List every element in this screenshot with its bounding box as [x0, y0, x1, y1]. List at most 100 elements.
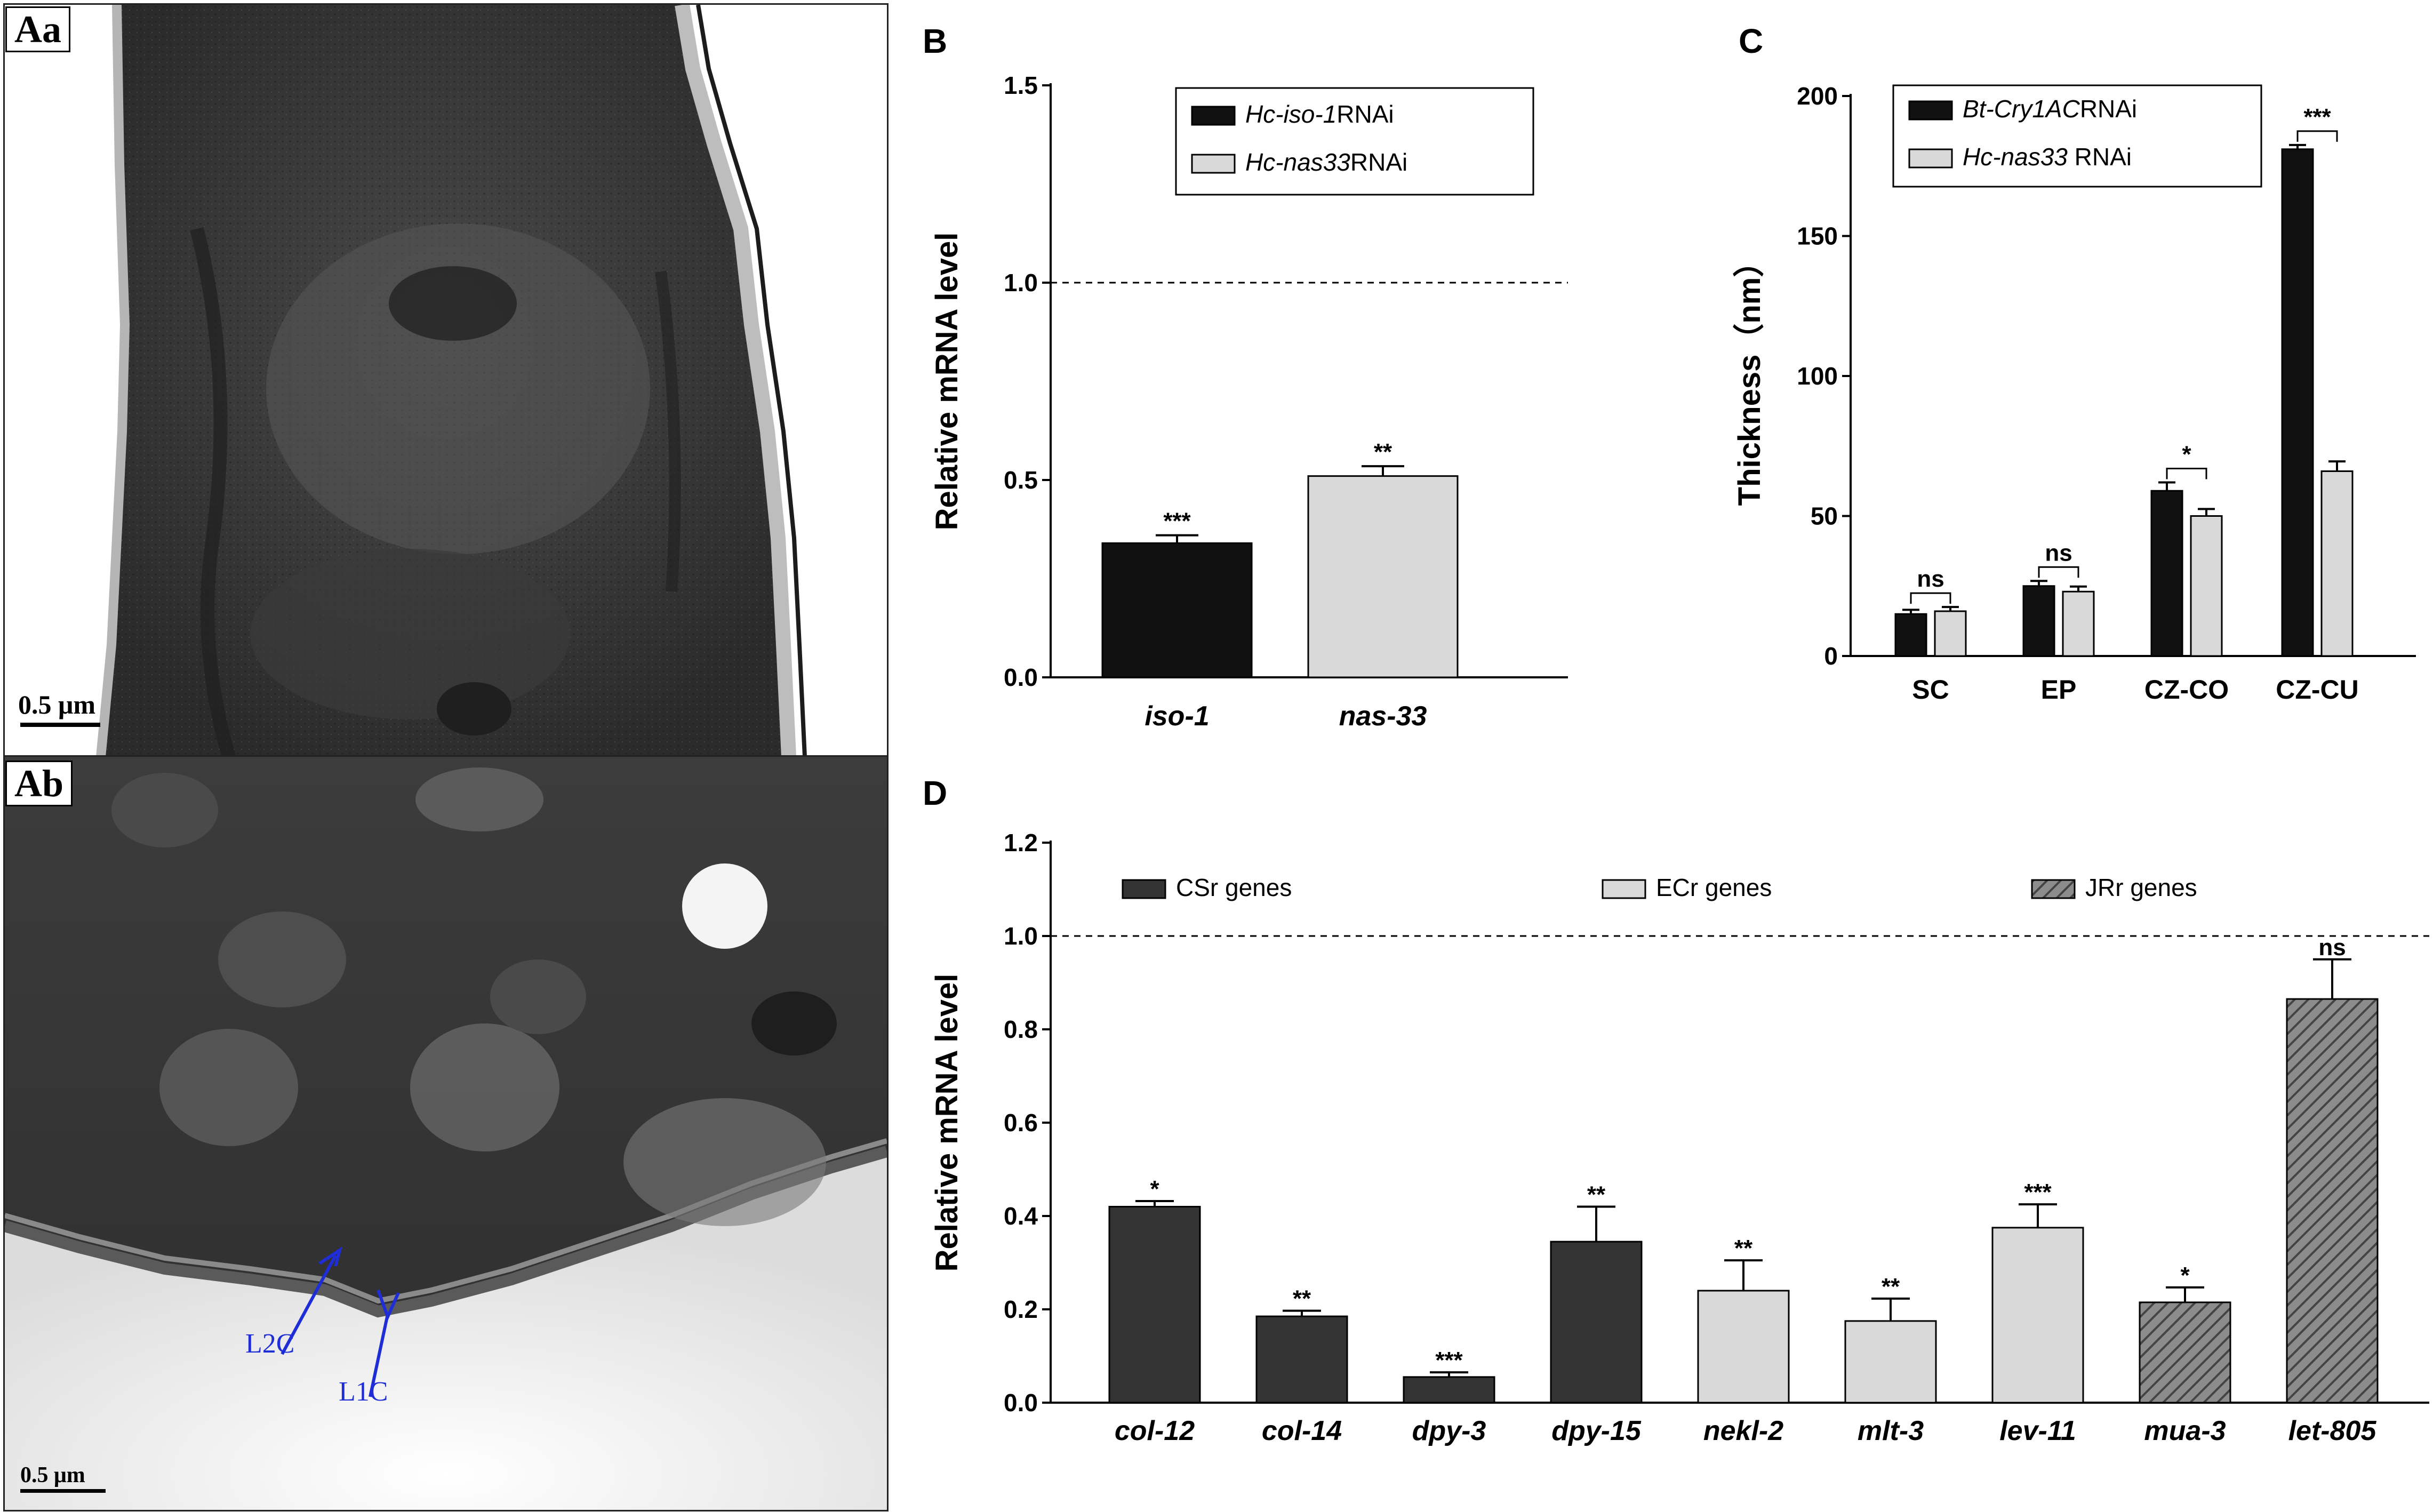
x-tick-label: EP [2041, 675, 2077, 705]
legend-swatch [2031, 879, 2076, 899]
x-tick-label: col-14 [1262, 1415, 1342, 1446]
y-tick-label: 0.2 [1004, 1295, 1038, 1323]
bar-SC-series-2 [1934, 610, 1967, 657]
significance-label: ns [1917, 566, 1944, 592]
y-tick-label: 1.2 [1004, 829, 1038, 857]
panel-label-c: C [1739, 22, 1764, 60]
significance-label: *** [2303, 104, 2331, 130]
legend-label-part: RNAi [2080, 95, 2137, 123]
significance-label: ns [2318, 934, 2346, 961]
significance-bracket [2166, 468, 2207, 479]
chart-d: 0.0 0.2 0.4 0.6 0.8 1.0 1.2 Relative mRNA level… [930, 829, 2429, 1446]
bar-nekl-2 [1697, 1290, 1790, 1404]
arrow-label-l2c: L2C [245, 1329, 295, 1359]
y-tick-label: 0.8 [1004, 1015, 1038, 1043]
bar-mlt-3 [1844, 1320, 1937, 1404]
arrow-l1c-icon [369, 1314, 389, 1397]
legend-label-part: Hc-nas33 [1245, 148, 1350, 176]
x-tick-label: nekl-2 [1703, 1415, 1783, 1446]
em-image-aa-graphic [5, 5, 887, 757]
y-tick-label: 0 [1824, 642, 1838, 670]
x-tick-label: mua-3 [2144, 1415, 2226, 1446]
significance-label: *** [1435, 1347, 1463, 1373]
legend-swatch [1908, 100, 1953, 121]
y-tick-label: 1.0 [1004, 269, 1038, 297]
bar-SC-series-1 [1894, 613, 1927, 657]
x-tick-label: SC [1912, 675, 1949, 705]
x-tick-label: let-805 [2288, 1415, 2377, 1446]
bar-dpy-3 [1403, 1376, 1495, 1404]
significance-label: ** [1587, 1182, 1606, 1208]
x-tick-label: lev-11 [1999, 1415, 2076, 1446]
panel-label-d: D [923, 774, 948, 812]
x-tick-label: nas-33 [1339, 701, 1427, 732]
bar-lev-11 [1991, 1227, 2084, 1404]
significance-bracket [1910, 592, 1951, 604]
bar-iso-1 [1101, 542, 1253, 678]
bar-let-805 [2286, 998, 2379, 1404]
x-tick-label: mlt-3 [1858, 1415, 1924, 1446]
y-tick-label: 100 [1797, 362, 1838, 390]
x-tick-label: iso-1 [1145, 701, 1209, 732]
legend-label: Hc-nas33 RNAi [1963, 143, 2132, 171]
significance-bracket [2038, 566, 2079, 578]
bar-CZ-CO-series-1 [2150, 490, 2183, 657]
y-tick-label: 0.5 [1004, 466, 1038, 494]
scale-bar-aa [20, 723, 100, 727]
y-axis-title: Thickness（nm） [1732, 246, 1767, 506]
y-tick-label: 200 [1797, 82, 1838, 110]
legend-label-part: RNAi [1336, 100, 1394, 128]
significance-label: ** [1293, 1286, 1311, 1312]
scale-bar-ab [20, 1489, 106, 1493]
chart-c: 0 50 100 150 200 Thickness（nm） ns SC ns EP * CZ-CO *… [1732, 82, 2416, 705]
bar-EP-series-1 [2022, 585, 2055, 657]
x-tick-label: dpy-3 [1412, 1415, 1486, 1446]
bar-nas-33 [1307, 475, 1459, 678]
chart-b: 0.0 0.5 1.0 1.5 Relative mRNA level *** iso-1 *… [930, 71, 1568, 732]
significance-label: * [1150, 1176, 1159, 1202]
significance-label: * [2182, 442, 2191, 468]
legend-label-part: RNAi [1350, 148, 1407, 176]
scale-label-aa: 0.5 μm [18, 690, 95, 719]
significance-label: *** [1163, 508, 1191, 534]
em-image-ab [3, 755, 889, 1511]
bar-col-14 [1255, 1315, 1348, 1404]
significance-label: ** [1734, 1235, 1753, 1261]
legend-label-part: Bt-Cry1AC [1963, 95, 2080, 123]
y-tick-label: 150 [1797, 222, 1838, 250]
y-tick-label: 1.0 [1004, 922, 1038, 950]
legend-label: CSr genes [1176, 874, 1292, 901]
panel-label-ab: Ab [5, 761, 73, 806]
legend-swatch [1191, 154, 1236, 174]
legend-label-part: RNAi [2068, 143, 2132, 171]
legend-label: Bt-Cry1ACRNAi [1963, 95, 2137, 123]
y-tick-label: 0.6 [1004, 1109, 1038, 1137]
y-tick-label: 0.0 [1004, 1389, 1038, 1417]
em-image-aa [3, 3, 889, 758]
significance-label: * [2180, 1262, 2190, 1289]
legend-label: Hc-nas33RNAi [1245, 148, 1407, 176]
significance-label: ** [1374, 439, 1392, 465]
x-tick-label: col-12 [1115, 1415, 1195, 1446]
bar-CZ-CU-series-2 [2320, 470, 2354, 657]
scale-label-ab: 0.5 μm [20, 1463, 85, 1487]
legend-label: ECr genes [1656, 874, 1772, 901]
legend-box [1892, 84, 2262, 188]
y-tick-label: 0.4 [1004, 1202, 1038, 1230]
bar-CZ-CU-series-1 [2281, 148, 2314, 657]
bar-col-12 [1108, 1206, 1201, 1404]
panel-label-b: B [923, 22, 948, 60]
panel-label-aa: Aa [5, 6, 70, 52]
y-axis-title: Relative mRNA level [930, 974, 964, 1272]
legend-box [1175, 87, 1534, 196]
significance-label: ns [2045, 540, 2072, 566]
arrow-label-l1c: L1C [339, 1377, 388, 1407]
bar-CZ-CO-series-2 [2190, 515, 2223, 657]
legend-swatch [1908, 148, 1953, 169]
y-tick-label: 1.5 [1004, 71, 1038, 99]
bar-mua-3 [2139, 1301, 2231, 1404]
arrow-l2c-icon [281, 1254, 337, 1355]
legend-label-part: Hc-iso-1 [1245, 100, 1336, 128]
legend-label: Hc-iso-1RNAi [1245, 100, 1394, 128]
legend-swatch [1191, 106, 1236, 126]
